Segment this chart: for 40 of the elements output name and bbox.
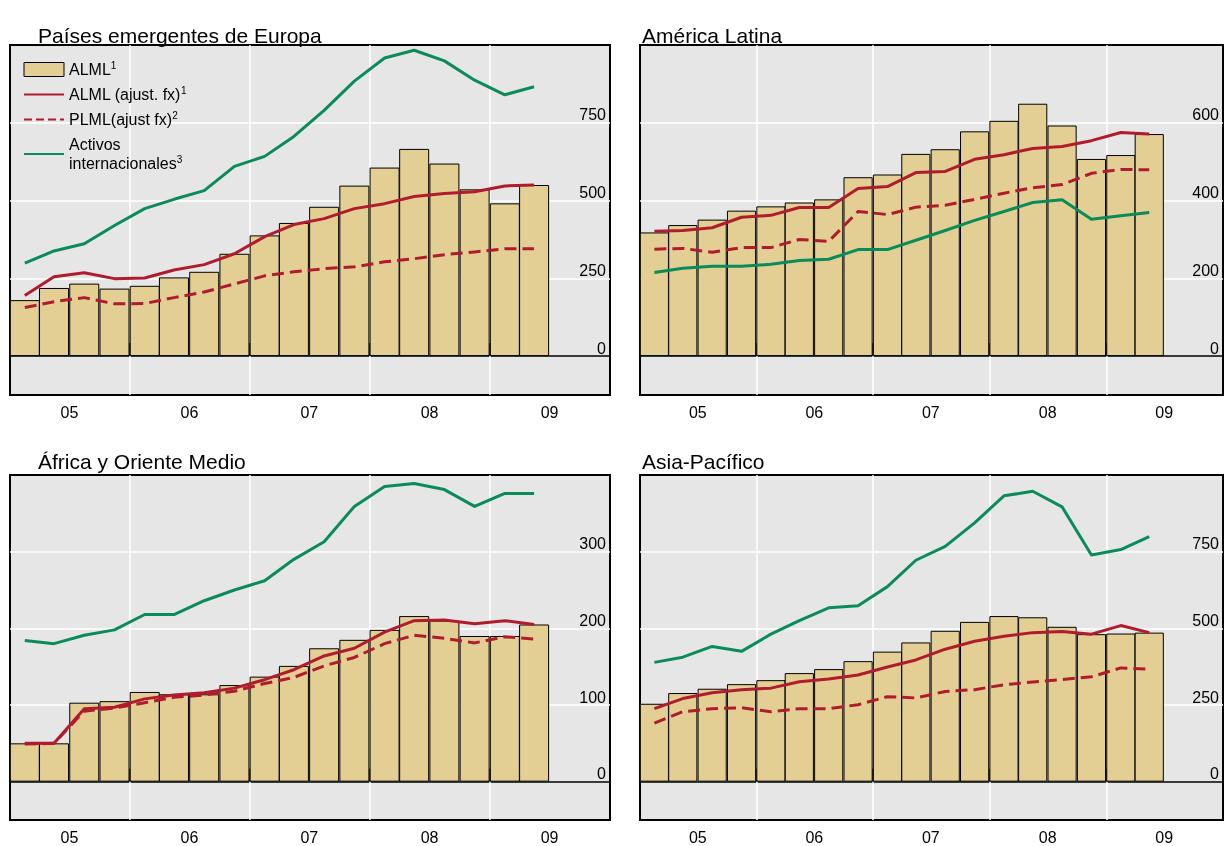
x-tick-label: 05	[60, 828, 79, 846]
y-tick-label: 500	[1192, 611, 1220, 629]
y-tick-label: 0	[597, 765, 607, 783]
x-tick-label: 09	[1155, 403, 1174, 421]
y-tick-label: 500	[579, 184, 607, 202]
x-tick-label: 06	[180, 403, 199, 421]
x-tick-label: 08	[420, 828, 439, 846]
x-tick-label: 09	[1155, 828, 1174, 846]
x-tick-label: 08	[420, 403, 439, 421]
x-tick-label: 07	[300, 828, 319, 846]
chart-title: África y Oriente Medio	[38, 450, 246, 473]
x-tick-label: 05	[60, 403, 79, 421]
y-tick-label: 200	[579, 611, 607, 629]
y-tick-label: 300	[579, 535, 607, 553]
x-tick-label: 07	[921, 403, 940, 421]
y-tick-label: 100	[579, 688, 607, 706]
y-tick-label: 250	[579, 261, 607, 279]
chart-title: América Latina	[642, 24, 783, 47]
x-tick-label: 06	[180, 828, 199, 846]
x-tick-label: 09	[540, 403, 559, 421]
y-tick-label: 200	[1192, 261, 1220, 279]
x-tick-label: 07	[921, 828, 940, 846]
x-tick-label: 08	[1038, 828, 1057, 846]
y-tick-label: 750	[1192, 535, 1220, 553]
y-tick-label: 400	[1192, 184, 1220, 202]
x-tick-label: 05	[688, 403, 707, 421]
chart-title: Asia-Pacífico	[642, 450, 765, 473]
y-tick-label: 250	[1192, 688, 1220, 706]
y-tick-label: 750	[579, 106, 607, 124]
x-tick-label: 09	[540, 828, 559, 846]
x-tick-label: 05	[688, 828, 707, 846]
x-tick-label: 07	[300, 403, 319, 421]
x-tick-label: 06	[805, 403, 824, 421]
chart-title: Países emergentes de Europa	[38, 24, 322, 47]
y-tick-label: 0	[597, 339, 607, 357]
y-tick-label: 0	[1210, 339, 1220, 357]
x-tick-label: 06	[805, 828, 824, 846]
y-tick-label: 0	[1210, 765, 1220, 783]
y-tick-label: 600	[1192, 106, 1220, 124]
x-tick-label: 08	[1038, 403, 1057, 421]
